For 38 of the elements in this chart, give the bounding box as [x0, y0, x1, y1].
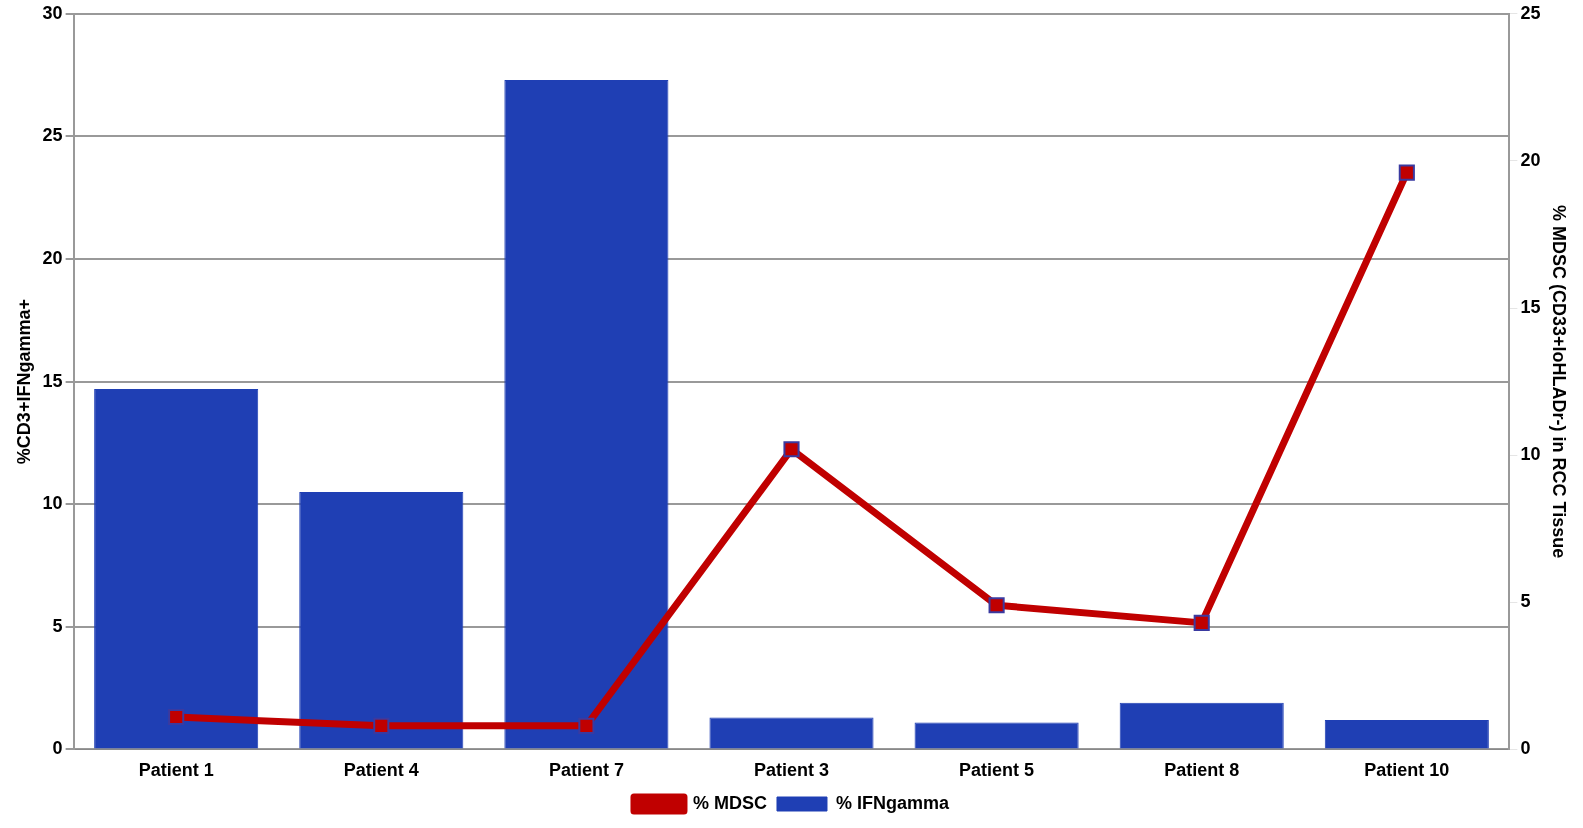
y2-tick-label: 5: [1520, 591, 1531, 612]
bar: [709, 717, 874, 749]
point: [168, 708, 185, 726]
x-tick-label: Patient 8: [1164, 760, 1240, 781]
x-tick-label: Patient 1: [138, 760, 214, 781]
y2-axis-title: % MDSC (CD33+loHLADr-) in RCC Tissue: [1549, 204, 1570, 559]
y-tick-label: 0: [52, 738, 63, 759]
y2-tick-label: 20: [1520, 149, 1541, 170]
y-tick-label: 20: [42, 247, 63, 268]
bar: [504, 80, 669, 749]
x-tick-label: Patient 5: [959, 760, 1035, 781]
legend-label: % MDSC: [692, 792, 767, 813]
y-tick-label: 5: [52, 615, 63, 636]
point: [373, 717, 390, 734]
point: [1398, 164, 1415, 181]
y-tick-label: 25: [42, 125, 63, 146]
y2-tick-label: 15: [1520, 297, 1541, 318]
point: [1193, 614, 1210, 631]
y-tick-label: 15: [42, 370, 63, 391]
x-tick-label: Patient 7: [548, 760, 624, 781]
y2-tick-label: 0: [1520, 738, 1531, 759]
bar: [299, 491, 464, 749]
y-axis-title: %CD3+IFNgamma+: [13, 299, 34, 465]
bar: [1119, 702, 1284, 749]
bar: [914, 722, 1079, 749]
y-tick-label: 30: [42, 2, 63, 23]
legend-label: % IFNgamma: [835, 792, 950, 813]
x-tick-label: Patient 4: [343, 760, 419, 781]
bar: [94, 388, 259, 749]
y2-tick-label: 10: [1520, 444, 1541, 465]
point: [988, 597, 1005, 614]
y2-tick-label: 25: [1520, 2, 1541, 23]
x-tick-label: Patient 3: [753, 760, 830, 781]
point: [783, 441, 800, 458]
bar: [1324, 719, 1489, 749]
x-tick-label: Patient 10: [1364, 760, 1450, 781]
y-tick-label: 10: [42, 493, 63, 514]
point: [578, 717, 595, 734]
